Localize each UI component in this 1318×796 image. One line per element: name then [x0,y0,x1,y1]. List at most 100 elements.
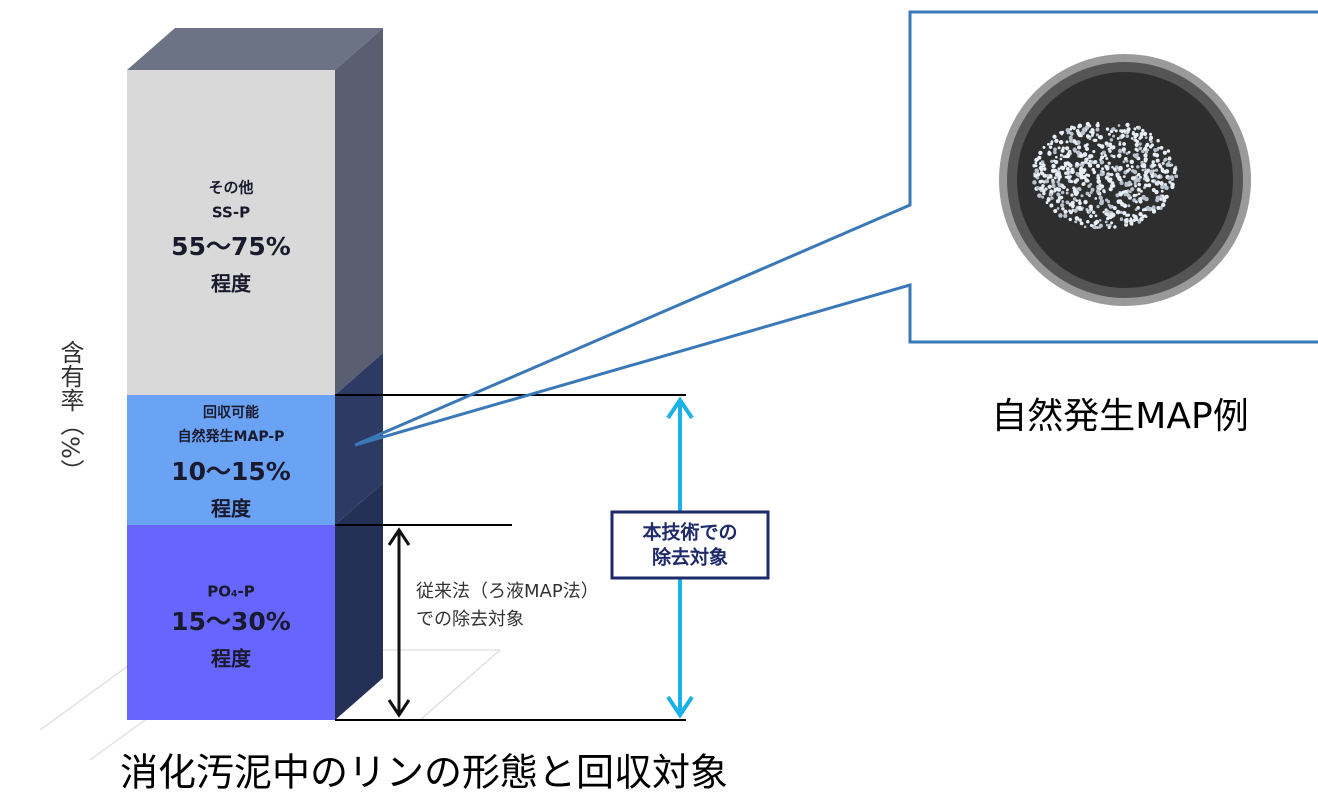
crystal [1119,129,1123,133]
crystal [1068,135,1073,140]
crystal [1052,134,1057,139]
crystal [1141,208,1145,212]
crystal [1134,208,1138,212]
crystal [1121,147,1126,152]
crystal [1082,153,1087,157]
crystal [1065,161,1070,166]
bar-top [127,28,383,70]
crystal [1104,141,1109,146]
crystal [1091,134,1094,137]
crystal [1059,131,1063,134]
crystal [1127,150,1131,154]
crystal [1122,160,1126,164]
crystal [1063,213,1068,219]
crystal [1105,223,1109,227]
crystal [1116,153,1122,159]
crystal [1042,145,1046,149]
crystal [1155,190,1159,194]
crystal [1065,127,1070,133]
crystal [1090,128,1095,133]
crystal [1135,139,1140,144]
crystal [1060,203,1065,208]
crystal [1057,196,1062,200]
crystal [1157,175,1161,179]
crystal [1080,194,1084,198]
crystal [1138,199,1143,204]
crystal [1068,209,1072,213]
crystal [1096,205,1100,209]
crystal [1060,148,1065,153]
crystal [1142,186,1147,190]
crystal [1111,184,1116,188]
crystal [1147,183,1152,188]
crystal [1147,208,1151,212]
crystal [1132,176,1136,180]
crystal [1038,150,1043,156]
crystal [1084,146,1090,152]
crystal [1101,150,1106,155]
crystal [1095,133,1099,137]
crystal [1053,208,1058,214]
crystal [1042,167,1047,171]
crystal [1132,218,1137,223]
crystal [1134,142,1139,147]
crystal [1080,176,1085,180]
crystal [1079,221,1084,226]
crystal [1150,174,1155,179]
crystal [1094,214,1098,218]
crystal [1160,184,1165,190]
crystal [1130,187,1135,192]
crystal [1058,139,1064,145]
callout [354,10,1318,447]
crystal [1071,205,1075,209]
crystal [1120,133,1125,139]
segment-range: 55〜75% [171,232,291,261]
crystal [1139,131,1144,137]
crystal [1072,188,1077,193]
crystal [1100,155,1105,160]
crystal [1056,207,1060,210]
crystal [1066,175,1071,180]
crystal [1073,191,1079,197]
this-tech-box [610,510,770,580]
crystal [1053,147,1057,152]
crystal [1092,225,1097,230]
crystal [1105,127,1110,131]
crystal [1099,144,1105,149]
crystal [1068,171,1072,175]
segment-label: SS-P [212,204,250,222]
crystal [1144,168,1147,171]
crystal [1075,162,1080,167]
crystal [1069,131,1074,137]
crystal [1155,182,1159,186]
crystal [1156,139,1160,143]
crystal [1109,138,1114,142]
crystal [1041,163,1046,168]
crystal [1032,163,1036,168]
crystal [1105,156,1109,160]
crystal [1058,213,1063,218]
crystal [1107,225,1111,230]
crystal [1124,182,1129,187]
crystal [1125,159,1129,163]
crystal [1054,155,1058,159]
crystal [1098,223,1103,228]
segment-range: 15〜30% [171,607,291,636]
crystal [1059,157,1063,161]
crystal [1055,199,1060,204]
crystal [1109,146,1113,150]
crystal [1152,209,1157,213]
segment-label: その他 [208,179,253,197]
crystal [1139,216,1144,222]
crystal [1093,220,1098,226]
crystal [1154,174,1158,178]
segment-range: 10〜15% [171,457,291,486]
crystal [1141,149,1145,154]
crystal [1092,149,1096,154]
crystal [1059,153,1063,157]
crystal [1167,176,1171,180]
crystal [1046,176,1050,180]
crystal [1039,168,1044,172]
crystal [1051,163,1056,169]
crystal [1162,150,1167,155]
